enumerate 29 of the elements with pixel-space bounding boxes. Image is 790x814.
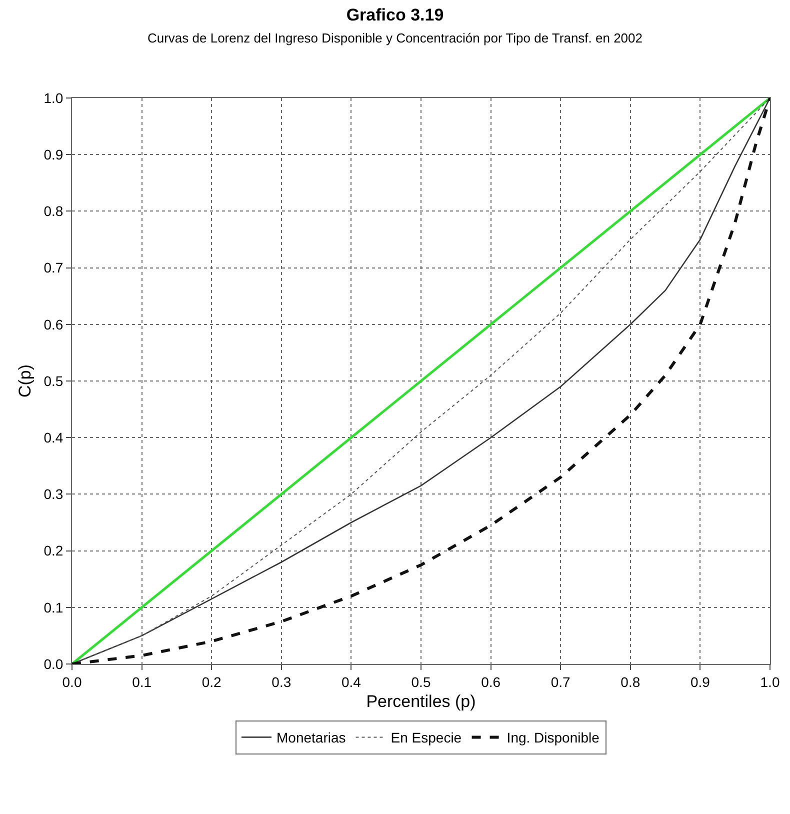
y-tick-label: 0.0 (44, 656, 64, 672)
x-tick-label: 0.9 (690, 674, 710, 690)
x-tick-label: 0.0 (62, 674, 82, 690)
y-tick-label: 0.4 (44, 430, 64, 446)
chart-subtitle: Curvas de Lorenz del Ingreso Disponible y Concentración por Tipo de Transf. en 2002 (147, 30, 643, 46)
legend-label: Ing. Disponible (506, 730, 600, 746)
x-tick-label: 0.3 (272, 674, 292, 690)
x-tick-label: 0.2 (202, 674, 222, 690)
y-tick-label: 0.2 (44, 542, 64, 559)
y-tick-label: 0.3 (44, 486, 64, 502)
x-tick-label: 0.7 (550, 674, 571, 690)
y-tick-label: 0.7 (44, 260, 64, 276)
x-tick-label: 0.1 (132, 674, 152, 690)
y-tick-label: 0.9 (44, 146, 64, 162)
legend-label: En Especie (390, 730, 462, 746)
legend-label: Monetarias (276, 730, 346, 746)
x-tick-label: 0.8 (620, 674, 640, 690)
x-tick-label: 0.4 (341, 674, 362, 690)
y-tick-label: 0.6 (44, 316, 64, 332)
y-tick-label: 0.8 (44, 203, 64, 220)
x-tick-label: 0.6 (481, 674, 501, 690)
x-tick-label: 0.5 (411, 674, 431, 690)
x-tick-label: 1.0 (760, 674, 780, 690)
chart-title: Grafico 3.19 (346, 5, 444, 24)
y-tick-label: 0.1 (44, 599, 64, 616)
y-tick-label: 1.0 (44, 90, 64, 106)
y-axis-title: C(p) (15, 364, 34, 398)
y-tick-label: 0.5 (44, 372, 64, 389)
x-axis-title: Percentiles (p) (366, 692, 476, 712)
